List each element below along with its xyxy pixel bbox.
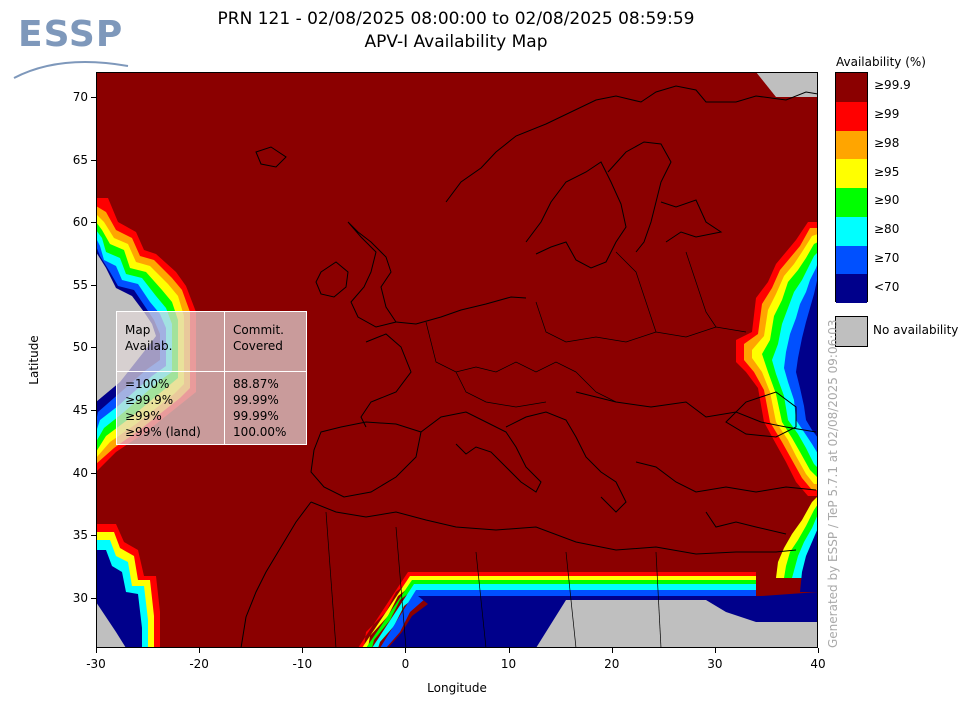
y-tick-mark — [91, 284, 96, 286]
x-tick-label: 30 — [707, 657, 723, 671]
table-cell-availability: ≥99% — [125, 409, 162, 423]
y-tick-mark — [91, 472, 96, 474]
y-tick-label: 50 — [72, 340, 88, 355]
y-tick-mark — [91, 222, 96, 224]
table-header-line: Commit. — [233, 323, 284, 337]
borders — [325, 251, 747, 648]
south-edge-bands — [358, 572, 818, 648]
y-tick-mark — [91, 97, 96, 99]
x-tick-label: 10 — [500, 657, 517, 671]
table-header-line: Covered — [233, 339, 283, 353]
no-availability-swatch — [835, 316, 868, 347]
legend-label: ≥99 — [874, 107, 900, 122]
table-cell-availability: ≥99.9% — [125, 393, 174, 407]
table-header-line: Map — [125, 323, 151, 337]
x-tick-mark — [818, 648, 819, 653]
y-tick-label: 40 — [72, 465, 88, 480]
table-header-map-availability: Map Availab. — [115, 311, 226, 372]
table-cell-availability: ≥99% (land) — [125, 425, 201, 439]
availability-stats-table: Map Availab. Commit. Covered =100% ≥99.9% ≥9… — [115, 311, 307, 445]
legend-swatch — [836, 188, 867, 217]
x-tick-mark — [508, 648, 510, 653]
y-axis-label: Latitude — [27, 335, 41, 385]
east-edge-bands — [736, 222, 818, 592]
legend-title: Availability (%) — [836, 55, 926, 69]
y-tick-mark — [91, 535, 96, 537]
legend-swatch — [836, 130, 867, 160]
x-tick-label: -30 — [86, 657, 106, 671]
legend-swatch — [836, 216, 867, 246]
y-tick-label: 60 — [72, 215, 88, 230]
map-frame — [96, 72, 818, 648]
x-tick-mark — [405, 648, 407, 653]
y-tick-mark — [91, 410, 96, 412]
x-tick-label: -20 — [189, 657, 209, 671]
table-header-line: Availab. — [125, 339, 173, 353]
legend-label: ≥90 — [874, 193, 900, 208]
table-cell-availability: =100% — [125, 377, 170, 391]
legend-label: ≥70 — [874, 250, 900, 265]
legend-label: ≥80 — [874, 222, 900, 237]
table-col-coverage-values: 88.87% 99.99% 99.99% 100.00% — [224, 371, 307, 445]
y-tick-label: 45 — [72, 403, 88, 418]
x-axis-label: Longitude — [427, 681, 487, 695]
legend-swatch — [836, 101, 867, 131]
legend-label: ≥95 — [874, 164, 900, 179]
x-tick-mark — [96, 648, 97, 653]
y-tick-label: 35 — [72, 528, 88, 543]
legend-swatch — [836, 73, 867, 102]
y-tick-label: 55 — [72, 277, 88, 292]
table-cell-coverage: 99.99% — [233, 409, 279, 423]
legend-swatch — [836, 245, 867, 275]
map-title: PRN 121 - 02/08/2025 08:00:00 to 02/08/2… — [217, 9, 695, 29]
table-header-commit-covered: Commit. Covered — [224, 311, 307, 372]
logo-text: ESSP — [18, 14, 124, 55]
map-subtitle: APV-I Availability Map — [364, 32, 548, 52]
legend-label: ≥99.9 — [874, 78, 911, 93]
x-tick-mark — [302, 648, 304, 653]
x-tick-mark — [199, 648, 201, 653]
legend-label: <70 — [874, 279, 900, 294]
x-tick-mark — [714, 648, 716, 653]
legend-label: ≥98 — [874, 135, 900, 150]
table-cell-coverage: 100.00% — [233, 425, 287, 439]
y-tick-mark — [91, 159, 96, 161]
legend-color-bar — [835, 72, 868, 303]
x-tick-label: 40 — [810, 657, 826, 671]
x-tick-label: -10 — [292, 657, 313, 671]
legend-swatch — [836, 274, 867, 303]
y-tick-label: 70 — [72, 90, 88, 105]
legend-swatch — [836, 159, 867, 188]
y-tick-mark — [91, 597, 96, 599]
no-availability-label: No availability — [873, 323, 959, 337]
coastlines — [240, 85, 818, 648]
x-tick-label: 0 — [401, 657, 410, 671]
generated-by-credit: Generated by ESSP / TeP 5.7.1 at 02/08/2… — [826, 319, 840, 648]
table-col-availability-levels: =100% ≥99.9% ≥99% ≥99% (land) — [115, 371, 226, 445]
logo-swoosh-icon — [13, 61, 129, 79]
y-tick-mark — [91, 347, 96, 349]
southwest-edge-bands — [96, 524, 160, 648]
table-cell-coverage: 88.87% — [233, 377, 279, 391]
table-cell-coverage: 99.99% — [233, 393, 279, 407]
x-tick-label: 20 — [604, 657, 620, 671]
y-tick-label: 65 — [72, 152, 88, 167]
y-tick-label: 30 — [72, 590, 88, 605]
x-tick-mark — [611, 648, 613, 653]
